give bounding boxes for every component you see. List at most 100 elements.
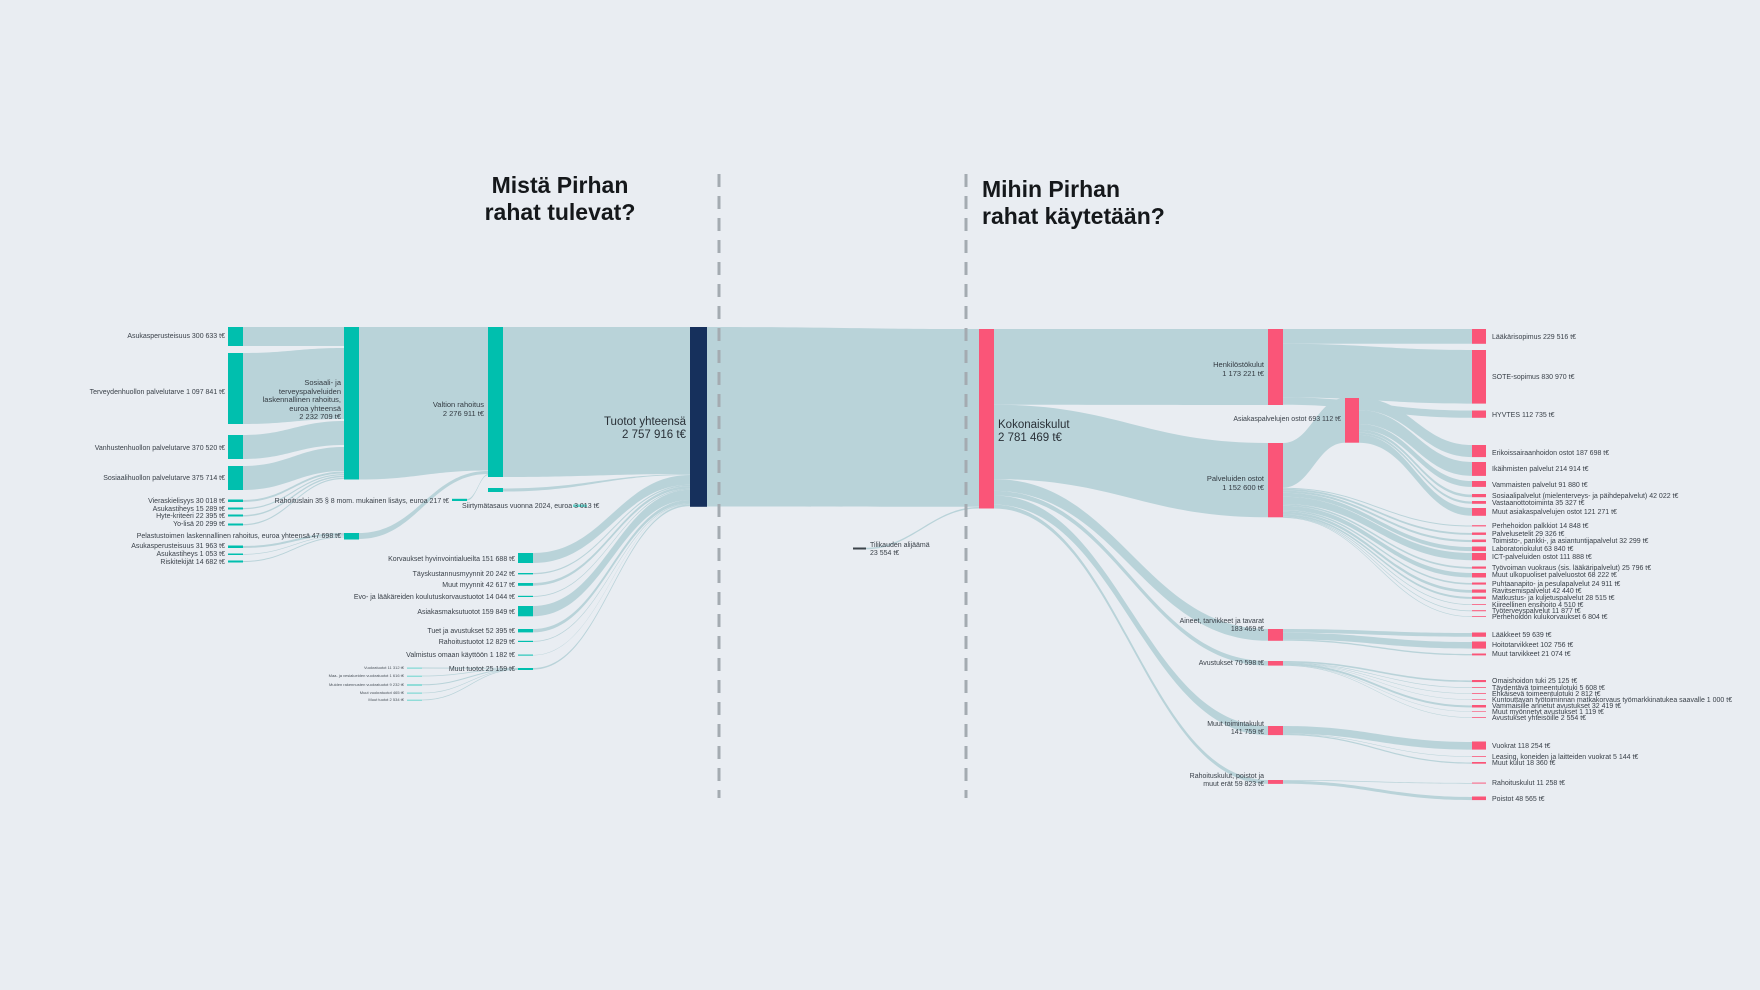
node-tuotot-yhteensa bbox=[690, 327, 707, 507]
label-sosiaalipalvelut-mtp: Sosiaalipalvelut (mielenterveys- ja päih… bbox=[1492, 492, 1679, 500]
label-aineet-tarvikkeet: Aineet, tarvikkeet ja tavarat 183 469 t€ bbox=[1179, 618, 1264, 633]
node-pelastus-asukasperusteisuus bbox=[228, 545, 243, 548]
label-pelastus-asukasperusteisuus: Asukasperusteisuus 31 963 t€ bbox=[131, 543, 225, 550]
flow-kokonaiskulut-rahoituskulut bbox=[994, 504, 1268, 784]
node-maa-vesialueiden bbox=[407, 675, 422, 677]
node-tuet-ja-avustukset bbox=[518, 629, 533, 633]
flow-muutvuokra-muuttuotot bbox=[421, 669, 519, 694]
flow-henkilosto-sotesopimus bbox=[1283, 343, 1472, 404]
flow-hyte-sote bbox=[243, 475, 344, 517]
label-hyte-kriteeri: Hyte-kriteeri 22 395 t€ bbox=[156, 512, 225, 520]
label-valmistus-omaan-kayttoon: Valmistus omaan käyttöön 1 182 t€ bbox=[406, 652, 515, 659]
label-sote-laskennallinen: Sosiaali- ja terveyspalveluiden laskenna… bbox=[262, 378, 341, 421]
node-muut-ulkopuoliset bbox=[1472, 573, 1486, 578]
node-palvelusetelit bbox=[1472, 532, 1486, 535]
node-sosiaalihuollon bbox=[228, 466, 243, 490]
label-terveydenhuollon: Terveydenhuollon palvelutarve 1 097 841 … bbox=[89, 388, 225, 396]
label-perhehoidon-kulukorvaukset: Perhehoidon kulukorvaukset 6 804 t€ bbox=[1492, 614, 1608, 621]
flow-tayskustannus-tuotot bbox=[533, 484, 690, 575]
label-laboratoriokulut: Laboratoriokulut 63 840 t€ bbox=[1492, 545, 1574, 553]
sankey-nodes bbox=[228, 327, 1486, 801]
node-ikaihmisten-palvelut bbox=[1472, 462, 1486, 476]
flow-asukastiheys-sote bbox=[243, 474, 344, 510]
label-tyovoiman-vuokraus: Työvoiman vuokraus (sis. lääkäripalvelut… bbox=[1492, 564, 1652, 572]
flow-aineet-hoitotarvikkeet bbox=[1283, 632, 1472, 649]
title-income-line1: Mistä Pirhan bbox=[491, 172, 629, 198]
node-palveluiden-ostot bbox=[1268, 443, 1283, 518]
label-tuotot-yhteensa: Tuotot yhteensä 2 757 916 t€ bbox=[603, 416, 686, 441]
label-ict-palveluiden-ostot: ICT-palveluiden ostot 111 888 t€ bbox=[1492, 553, 1592, 561]
label-palvelusetelit: Palvelusetelit 29 326 t€ bbox=[1492, 530, 1565, 538]
flow-palveluiden-palvelusetelit bbox=[1283, 488, 1472, 535]
label-rahoituslain-lisays: Rahoituslain 35 § 8 mom. mukainen lisäys… bbox=[274, 497, 449, 505]
label-pelastustoimen-laskennallinen: Pelastustoimen laskennallinen rahoitus, … bbox=[136, 532, 341, 540]
label-erikoissairaanhoidon-ostot: Erikoissairaanhoidon ostot 187 698 t€ bbox=[1492, 449, 1610, 457]
node-muut-toimintakulut bbox=[1268, 726, 1283, 736]
node-rahoituskulut-poistot bbox=[1268, 780, 1283, 784]
node-hoitotarvikkeet bbox=[1472, 641, 1486, 649]
label-vuokratuotot: Vuokratuotot 11 312 t€ bbox=[363, 665, 404, 670]
node-sote-sopimus bbox=[1472, 350, 1486, 404]
label-tilikauden-alijaama: Tilikauden alijäämä 23 554 t€ bbox=[870, 542, 930, 557]
flow-muuttoim-leasing bbox=[1282, 733, 1473, 757]
node-laboratoriokulut bbox=[1472, 546, 1486, 552]
label-vammaisille-avustukset: Vammaisille annetut avustukset 32 419 t€ bbox=[1492, 702, 1622, 710]
node-terveydenhuollon bbox=[228, 353, 243, 424]
label-laakarisopimus: Lääkärisopimus 229 516 t€ bbox=[1492, 333, 1577, 341]
node-aineet-tarvikkeet bbox=[1268, 629, 1283, 641]
node-sote-laskennallinen bbox=[344, 327, 359, 480]
node-ehkaiseva-toimeentulotuki bbox=[1472, 693, 1486, 694]
label-muut-kulut: Muut kulut 18 360 t€ bbox=[1492, 760, 1556, 767]
node-muut-tarvikkeet bbox=[1472, 653, 1486, 656]
flow-palveluiden-puhtaanapito bbox=[1283, 510, 1472, 585]
label-muut-toimintakulut: Muut toimintakulut 141 759 t€ bbox=[1207, 721, 1264, 736]
label-yo-lisa: Yo-lisä 20 299 t€ bbox=[173, 521, 225, 528]
title-expenses-line1: Mihin Pirhan bbox=[982, 176, 1120, 202]
node-tyoterveyspalvelut bbox=[1472, 610, 1486, 612]
label-sote-sopimus: SOTE-sopimus 830 970 t€ bbox=[1492, 373, 1575, 381]
node-muut-tuotot bbox=[518, 668, 533, 670]
node-vieraskielisyys bbox=[228, 499, 243, 502]
node-evo-koulutuskorvaus bbox=[518, 595, 533, 597]
title-income-line2: rahat tulevat? bbox=[484, 199, 636, 225]
node-rahoitustuotot bbox=[518, 640, 533, 642]
flow-rahkulpoistot-rahoituskulut bbox=[1283, 780, 1472, 784]
flow-alijaama-kokonaiskulut bbox=[866, 507, 979, 550]
flow-asiakasp-erikoissairaanhoito bbox=[1359, 398, 1472, 458]
title-expenses: Mihin Pirhan rahat käytetään? bbox=[982, 176, 1202, 230]
node-asiakasmaksutuotot bbox=[518, 606, 533, 617]
flow-muidenrak-muuttuotot bbox=[421, 668, 519, 686]
flow-maavesi-muuttuotot bbox=[421, 668, 519, 677]
label-siirtymatasaus: Siirtymätasaus vuonna 2024, euroa 3 013 … bbox=[462, 503, 600, 510]
flow-kokonaiskulut-palveluiden bbox=[994, 404, 1268, 518]
node-muut-tuotot-pienet bbox=[407, 699, 422, 701]
flow-avustukset-taydentava bbox=[1282, 662, 1473, 688]
node-tayskustannusmyynnit bbox=[518, 573, 533, 575]
label-muut-ulkopuoliset: Muut ulkopuoliset palveluostot 68 222 t€ bbox=[1492, 572, 1617, 579]
flow-palveluiden-ravitsemis bbox=[1283, 511, 1472, 593]
label-rahoituskulut: Rahoituskulut 11 258 t€ bbox=[1492, 780, 1566, 787]
flow-palveluiden-kiireellinen bbox=[1282, 516, 1473, 606]
node-sosiaalipalvelut-mtp bbox=[1472, 494, 1486, 498]
flow-rahoituslain-valtion bbox=[467, 474, 488, 501]
node-omaishoidon-tuki bbox=[1472, 680, 1486, 683]
divider-lines bbox=[717, 174, 968, 798]
label-ikaihmisten-palvelut: Ikäihmisten palvelut 214 914 t€ bbox=[1492, 465, 1589, 473]
flow-palveluiden-laboratorio bbox=[1283, 492, 1472, 552]
node-perhehoidon-palkkiot bbox=[1472, 525, 1486, 527]
node-matkustus-kuljetus bbox=[1472, 596, 1486, 599]
node-puhtaanapito-pesula bbox=[1472, 582, 1486, 585]
flow-tuet-tuotot bbox=[533, 500, 690, 633]
node-muut-kulut bbox=[1472, 762, 1486, 764]
node-muut-myonnetyt-avustukset bbox=[1472, 711, 1486, 712]
label-tuet-ja-avustukset: Tuet ja avustukset 52 395 t€ bbox=[427, 627, 515, 635]
label-tayskustannusmyynnit: Täyskustannusmyynnit 20 242 t€ bbox=[412, 570, 515, 578]
node-taydentava-toimeentulotuki bbox=[1472, 687, 1486, 688]
flow-pelastus-valtion bbox=[359, 471, 488, 539]
node-tilikauden-alijaama bbox=[853, 547, 866, 550]
label-evo-koulutuskorvaus: Evo- ja lääkäreiden koulutuskorvaustuoto… bbox=[353, 593, 515, 601]
flow-terveydenhuollon-sote bbox=[243, 348, 344, 424]
label-rahoitustuotot: Rahoitustuotot 12 829 t€ bbox=[438, 638, 515, 646]
